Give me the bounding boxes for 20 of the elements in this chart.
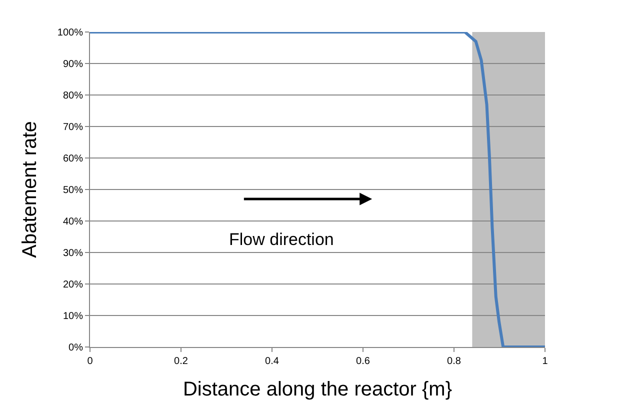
x-axis-title: Distance along the reactor {m} — [182, 378, 452, 400]
x-tick-label: 0.4 — [265, 356, 280, 367]
y-tick-label: 70% — [62, 122, 84, 133]
y-tick-label: 40% — [62, 216, 84, 228]
y-tick-label: 100% — [57, 28, 84, 38]
x-tick-label: 1 — [542, 356, 548, 367]
y-tick-label: 50% — [62, 185, 84, 196]
x-tick-label: 0.2 — [174, 356, 188, 367]
y-tick-label: 90% — [62, 59, 84, 70]
y-tick-label: 60% — [62, 154, 84, 164]
annotation: Flow direction — [229, 230, 334, 249]
y-tick-label: 80% — [62, 90, 84, 102]
x-tick-label: 0.8 — [447, 356, 462, 367]
y-tick-label: 10% — [62, 311, 84, 322]
y-tick-label: 20% — [62, 280, 84, 290]
y-axis-title: Abatement rate — [18, 121, 41, 258]
x-tick-label: 0 — [87, 356, 94, 367]
y-tick-label: 30% — [62, 248, 84, 259]
x-tick-label: 0.6 — [356, 356, 370, 367]
y-tick-label: 0% — [68, 342, 84, 354]
